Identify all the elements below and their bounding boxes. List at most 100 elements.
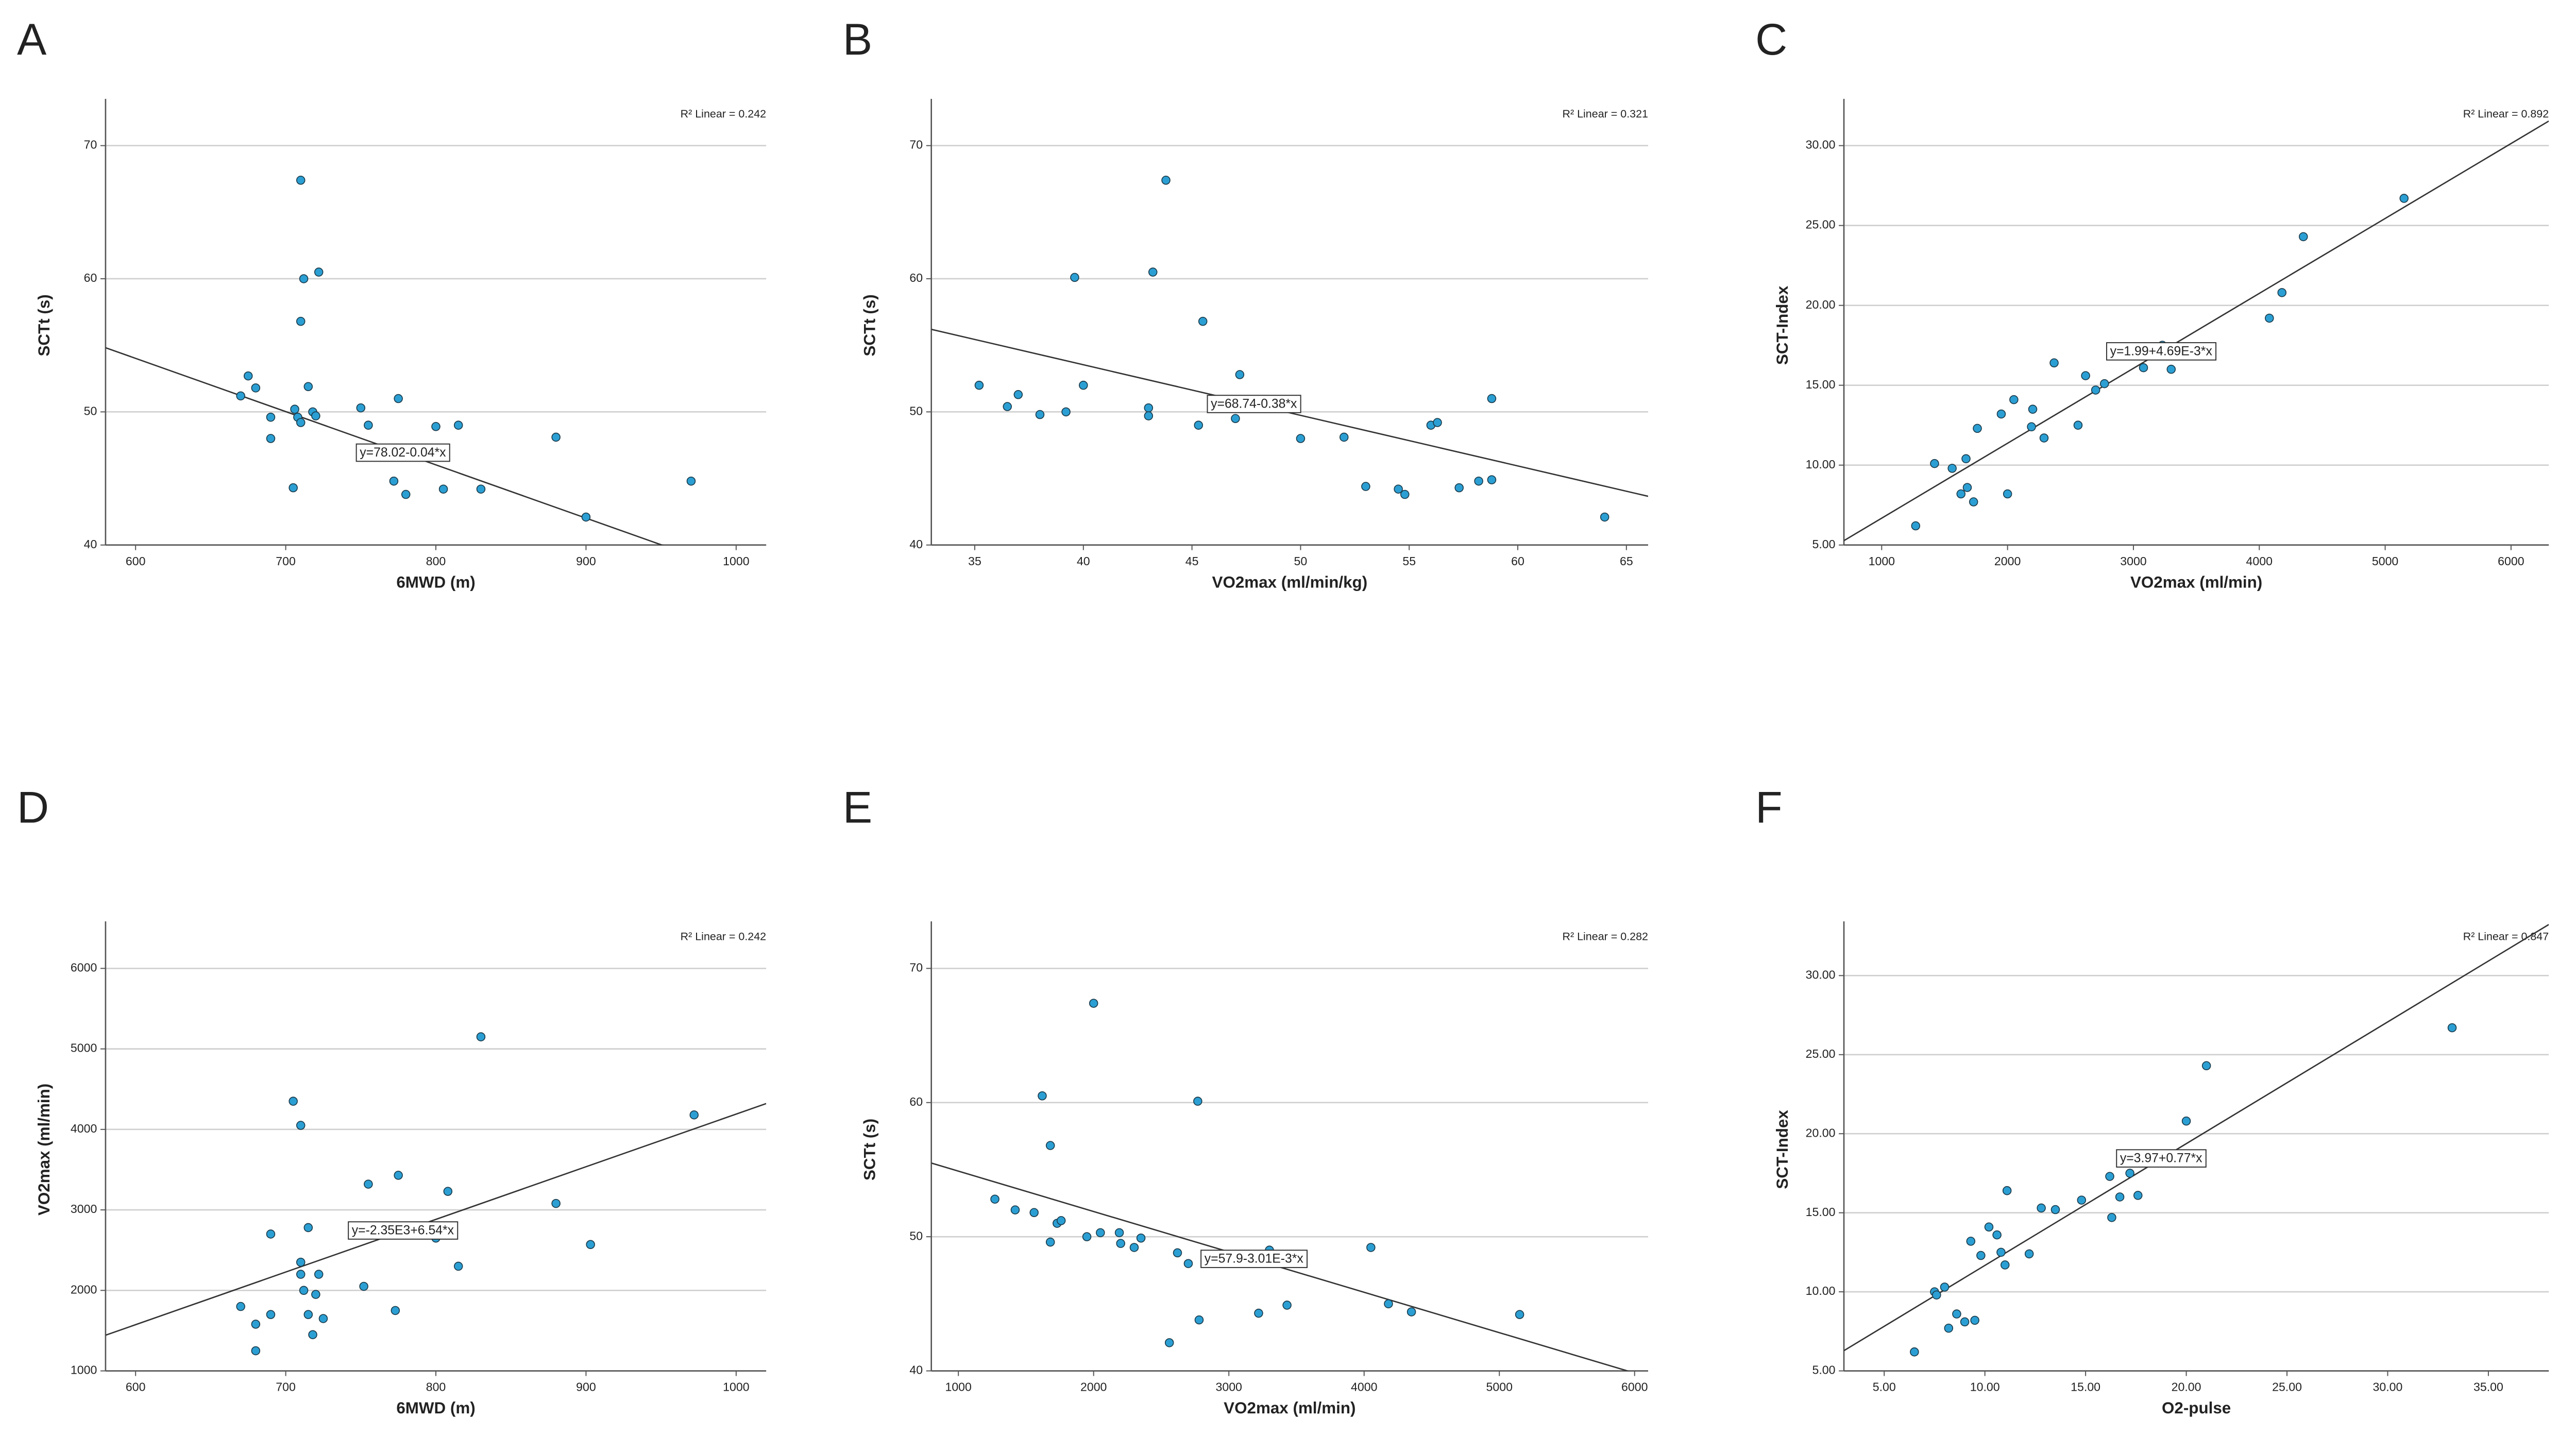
data-point (299, 274, 309, 283)
data-point (314, 1270, 324, 1279)
data-point (476, 484, 486, 494)
data-point (1183, 1259, 1193, 1268)
data-point (1454, 483, 1464, 493)
data-point (431, 422, 440, 431)
data-point (2115, 1192, 2125, 1202)
data-point (453, 1261, 463, 1271)
data-point (1148, 267, 1158, 277)
x-tick-label: 50 (1294, 554, 1308, 568)
x-tick-label: 1000 (723, 554, 749, 568)
data-point (1394, 484, 1403, 494)
data-point (299, 1286, 309, 1295)
data-point (266, 412, 276, 422)
data-point (1070, 273, 1079, 282)
x-tick-label: 20.00 (2172, 1380, 2201, 1394)
panel-letter: C (1755, 15, 1787, 64)
y-tick-label: 70 (909, 961, 923, 974)
fit-label-box (1200, 1250, 1308, 1268)
data-point (2166, 364, 2176, 374)
data-point (438, 484, 448, 494)
data-point (2181, 1116, 2191, 1126)
x-tick-label: 600 (126, 554, 146, 568)
y-tick-label: 20.00 (1806, 1126, 1836, 1139)
data-point (2265, 313, 2274, 323)
data-point (2002, 1186, 2012, 1195)
x-tick-label: 35.00 (2473, 1380, 2503, 1394)
r2-annotation: R² Linear = 0.282 (1562, 930, 1648, 942)
data-point (2125, 1169, 2134, 1178)
data-point (686, 476, 696, 486)
x-tick-label: 5000 (1486, 1380, 1513, 1394)
x-tick-label: 45 (1185, 554, 1199, 568)
x-tick-label: 700 (276, 554, 296, 568)
fit-line (1844, 924, 2549, 1352)
y-tick-label: 70 (84, 138, 97, 151)
data-point (1960, 1317, 1970, 1327)
x-tick-label: 60 (1511, 554, 1524, 568)
data-point (453, 420, 463, 430)
y-tick-label: 30.00 (1806, 138, 1836, 151)
data-point (1969, 497, 1978, 507)
data-point (311, 1290, 320, 1299)
data-point (296, 1270, 306, 1279)
data-point (1947, 464, 1957, 473)
r2-annotation: R² Linear = 0.242 (681, 930, 766, 942)
data-point (2277, 288, 2287, 297)
fit-label-box (1207, 395, 1301, 413)
data-point (308, 1330, 317, 1339)
x-tick-label: 3000 (1215, 1380, 1242, 1394)
data-point (2100, 379, 2109, 389)
x-tick-label: 900 (576, 1380, 596, 1394)
y-tick-label: 5.00 (1812, 537, 1835, 551)
data-point (1129, 1243, 1139, 1252)
fit-line (105, 347, 664, 545)
data-point (1282, 1301, 1292, 1310)
data-point (1035, 410, 1045, 419)
data-point (1956, 489, 1966, 499)
y-tick-label: 3000 (71, 1202, 97, 1216)
y-axis-label: SCTt (s) (861, 1119, 879, 1180)
data-point (389, 476, 399, 486)
x-axis-label: VO2max (ml/min) (1224, 1399, 1355, 1417)
data-point (289, 1096, 298, 1106)
data-point (266, 1310, 276, 1319)
data-point (290, 404, 299, 414)
data-point (318, 1314, 328, 1323)
r2-annotation: R² Linear = 0.242 (681, 108, 766, 120)
x-tick-label: 800 (426, 554, 446, 568)
panel-letter: F (1755, 783, 1782, 832)
data-point (1940, 1283, 1950, 1292)
y-tick-label: 60 (909, 1095, 923, 1108)
panel-letter: B (843, 15, 872, 64)
x-tick-label: 10.00 (1970, 1380, 2000, 1394)
x-axis-label: 6MWD (m) (396, 1399, 475, 1417)
data-point (1400, 490, 1410, 499)
y-tick-label: 10.00 (1806, 458, 1836, 471)
fit-label: y=-2.35E3+6.54*x (352, 1224, 454, 1238)
panel: D 1000 2000 3000 4000 5000 6000 600 700 800 900 100… (17, 783, 767, 1417)
x-axis-label: O2-pulse (2162, 1399, 2231, 1417)
data-point (2399, 194, 2409, 203)
data-point (1114, 1228, 1124, 1238)
data-point (1161, 176, 1171, 185)
y-tick-label: 60 (84, 271, 97, 284)
x-tick-label: 3000 (2120, 554, 2146, 568)
r2-annotation: R² Linear = 0.892 (2463, 108, 2549, 120)
data-point (1096, 1228, 1105, 1238)
x-tick-label: 5.00 (1873, 1380, 1896, 1394)
data-point (1144, 411, 1154, 420)
data-point (1970, 1315, 1979, 1325)
data-point (476, 1032, 486, 1041)
x-tick-label: 40 (1077, 554, 1090, 568)
data-point (236, 1302, 245, 1311)
y-tick-label: 1000 (71, 1363, 97, 1377)
data-point (1366, 1243, 1376, 1252)
data-point (1045, 1141, 1055, 1150)
x-tick-label: 600 (126, 1380, 146, 1394)
y-axis-label: SCT-Index (1773, 285, 1791, 365)
data-point (296, 1257, 306, 1267)
data-point (1992, 1230, 2002, 1240)
x-tick-label: 5000 (2372, 554, 2398, 568)
data-point (1144, 403, 1154, 413)
data-point (1361, 482, 1370, 491)
